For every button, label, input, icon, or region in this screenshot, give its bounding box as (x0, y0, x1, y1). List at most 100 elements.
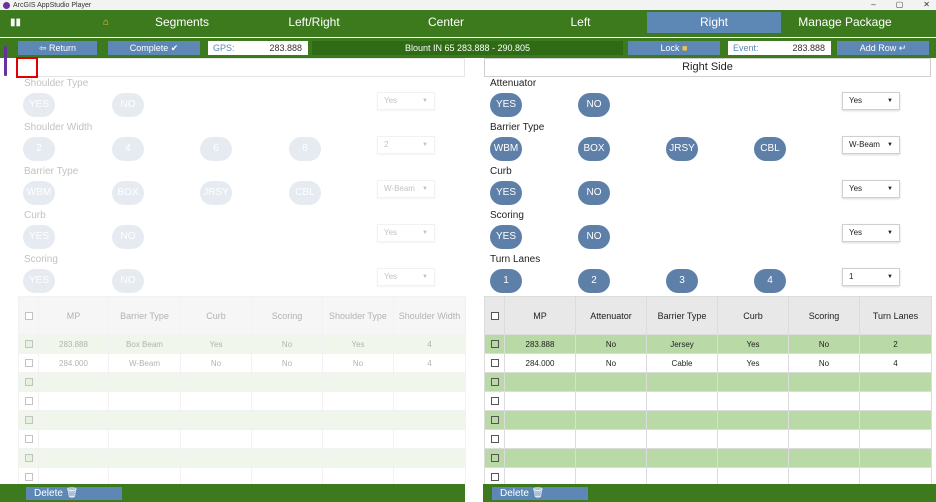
lock-button[interactable]: Lock ■ (628, 41, 720, 55)
scoring-dropdown[interactable]: Yes ▼ (842, 224, 900, 242)
table-row[interactable] (18, 391, 466, 411)
right-delete-button[interactable]: Delete 🗑 (492, 487, 588, 500)
column-header[interactable]: Barrier Type (108, 296, 181, 335)
column-header[interactable]: Curb (180, 296, 252, 335)
tab-segments[interactable]: Segments (154, 15, 210, 29)
table-row[interactable] (484, 410, 932, 430)
barrier-box-button[interactable]: BOX (578, 137, 610, 161)
tab-right[interactable]: Right (647, 12, 781, 33)
left-shoulder-width-2[interactable]: 2 (23, 137, 55, 161)
curb-dropdown[interactable]: Yes ▼ (842, 180, 900, 198)
turn-lanes-3-button[interactable]: 3 (666, 269, 698, 293)
column-header[interactable]: Turn Lanes (859, 296, 932, 335)
tab-left-right[interactable]: Left/Right (288, 15, 340, 29)
left-scoring-no[interactable]: NO (112, 269, 144, 293)
left-shoulder-width-4[interactable]: 4 (112, 137, 144, 161)
attenuator-dropdown[interactable]: Yes ▼ (842, 92, 900, 110)
row-checkbox[interactable] (18, 334, 39, 354)
left-shoulder-type-no[interactable]: NO (112, 93, 144, 117)
caret-down-icon: ▼ (887, 274, 893, 280)
turn-lanes-dropdown[interactable]: 1 ▼ (842, 268, 900, 286)
row-checkbox[interactable] (484, 353, 505, 373)
row-checkbox[interactable] (18, 448, 39, 468)
turn-lanes-2-button[interactable]: 2 (578, 269, 610, 293)
complete-button[interactable]: Complete ✔ (108, 41, 200, 55)
maximize-button[interactable]: ▢ (895, 0, 904, 9)
column-header[interactable]: MP (38, 296, 109, 335)
row-checkbox[interactable] (18, 391, 39, 411)
scoring-yes-button[interactable]: YES (490, 225, 522, 249)
table-row[interactable] (18, 410, 466, 430)
row-checkbox[interactable] (18, 467, 39, 487)
row-checkbox[interactable] (18, 410, 39, 430)
table-row[interactable] (484, 429, 932, 449)
home-icon[interactable]: ⌂ (103, 17, 110, 28)
column-header[interactable]: Scoring (251, 296, 323, 335)
add-row-button[interactable]: Add Row ↵ (837, 41, 929, 55)
column-header[interactable]: Scoring (788, 296, 860, 335)
table-row[interactable]: 284.000 W-Beam No No No 4 (18, 353, 466, 373)
table-row[interactable] (18, 372, 466, 392)
column-header[interactable]: Barrier Type (646, 296, 718, 335)
table-row[interactable] (484, 391, 932, 411)
left-shoulder-width-8[interactable]: 8 (289, 137, 321, 161)
left-barrier-wbm[interactable]: WBM (23, 181, 55, 205)
row-checkbox[interactable] (484, 372, 505, 392)
left-curb-dropdown[interactable]: Yes ▼ (377, 224, 435, 242)
select-all-checkbox[interactable] (484, 296, 505, 335)
table-row[interactable] (484, 372, 932, 392)
table-row[interactable]: 283.888 No Jersey Yes No 2 (484, 334, 932, 354)
left-shoulder-type-yes[interactable]: YES (23, 93, 55, 117)
minimize-button[interactable]: – (871, 0, 876, 9)
turn-lanes-1-button[interactable]: 1 (490, 269, 522, 293)
left-shoulder-width-6[interactable]: 6 (200, 137, 232, 161)
turn-lanes-4-button[interactable]: 4 (754, 269, 786, 293)
right-table-header: MP Attenuator Barrier Type Curb Scoring … (484, 296, 932, 335)
attenuator-no-button[interactable]: NO (578, 93, 610, 117)
left-scoring-yes[interactable]: YES (23, 269, 55, 293)
left-barrier-type-dropdown[interactable]: W-Beam ▼ (377, 180, 435, 198)
row-checkbox[interactable] (484, 391, 505, 411)
left-scoring-dropdown[interactable]: Yes ▼ (377, 268, 435, 286)
left-shoulder-type-dropdown[interactable]: Yes ▼ (377, 92, 435, 110)
tab-left[interactable]: Left (570, 15, 591, 29)
close-button[interactable]: ✕ (923, 0, 930, 9)
return-button[interactable]: ⇦ Return (18, 41, 97, 55)
column-header[interactable]: Attenuator (575, 296, 647, 335)
table-row[interactable] (484, 448, 932, 468)
scoring-no-button[interactable]: NO (578, 225, 610, 249)
left-curb-yes[interactable]: YES (23, 225, 55, 249)
table-row[interactable] (18, 429, 466, 449)
barrier-wbm-button[interactable]: WBM (490, 137, 522, 161)
left-barrier-jrsy[interactable]: JRSY (200, 181, 232, 205)
row-checkbox[interactable] (18, 429, 39, 449)
tab-center[interactable]: Center (427, 15, 465, 29)
column-header[interactable]: Curb (717, 296, 789, 335)
barrier-cbl-button[interactable]: CBL (754, 137, 786, 161)
row-checkbox[interactable] (484, 448, 505, 468)
tab-manage-package[interactable]: Manage Package (798, 15, 892, 29)
curb-yes-button[interactable]: YES (490, 181, 522, 205)
row-checkbox[interactable] (18, 372, 39, 392)
row-checkbox[interactable] (484, 410, 505, 430)
left-barrier-box[interactable]: BOX (112, 181, 144, 205)
column-header[interactable]: Shoulder Width (393, 296, 466, 335)
chart-icon[interactable]: ▮▮ (10, 17, 22, 28)
barrier-type-dropdown[interactable]: W-Beam ▼ (842, 136, 900, 154)
left-shoulder-width-dropdown[interactable]: 2 ▼ (377, 136, 435, 154)
left-curb-no[interactable]: NO (112, 225, 144, 249)
barrier-jrsy-button[interactable]: JRSY (666, 137, 698, 161)
table-row[interactable]: 284.000 No Cable Yes No 4 (484, 353, 932, 373)
column-header[interactable]: MP (504, 296, 576, 335)
attenuator-yes-button[interactable]: YES (490, 93, 522, 117)
table-row[interactable] (18, 448, 466, 468)
curb-no-button[interactable]: NO (578, 181, 610, 205)
select-all-checkbox[interactable] (18, 296, 39, 335)
row-checkbox[interactable] (484, 429, 505, 449)
table-row[interactable]: 283.888 Box Beam Yes No Yes 4 (18, 334, 466, 354)
row-checkbox[interactable] (18, 353, 39, 373)
row-checkbox[interactable] (484, 334, 505, 354)
left-delete-button[interactable]: Delete 🗑 (26, 487, 122, 500)
column-header[interactable]: Shoulder Type (322, 296, 394, 335)
left-barrier-cbl[interactable]: CBL (289, 181, 321, 205)
